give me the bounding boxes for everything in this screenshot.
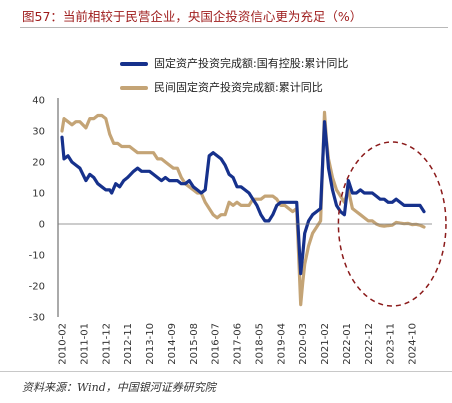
axes: -30 -20 -10 0 10 20 30 40 2010-02 2011-01 2011-12 2…	[29, 96, 432, 365]
plot-area	[60, 110, 447, 307]
x-tick-label: 2011-12	[101, 323, 112, 365]
series-line-0	[60, 120, 426, 276]
legend-label-private: 民间固定资产投资完成额:累计同比	[154, 81, 323, 94]
x-tick-label: 2018-05	[254, 323, 265, 365]
x-tick-label: 2016-07	[211, 323, 222, 365]
source-note: 资料来源：Wind，中国银河证券研究院	[22, 381, 216, 394]
x-tick-label: 2013-10	[145, 323, 156, 365]
line-chart: -30 -20 -10 0 10 20 30 40 2010-02 2011-01 2011-12 2…	[29, 96, 447, 365]
legend-swatch-soe	[120, 62, 148, 66]
figure-title: 图57：当前相较于民营企业，央国企投资信心更为充足（%）	[22, 9, 363, 24]
x-tick-label: 2021-02	[320, 323, 331, 365]
title-divider	[20, 27, 448, 28]
x-tick-label: 2017-06	[233, 323, 244, 365]
x-tick-label: 2012-11	[123, 323, 134, 365]
series-line-1	[60, 110, 426, 307]
source-divider	[0, 371, 452, 372]
y-tick-label: 40	[32, 96, 45, 107]
legend-label-soe: 固定资产投资完成额:国有控股:累计同比	[154, 57, 349, 70]
x-tick-label: 2015-08	[189, 323, 200, 365]
x-tick-label: 2020-03	[298, 323, 309, 365]
y-tick-label: -20	[29, 282, 45, 293]
highlight-ellipse	[337, 141, 447, 307]
x-tick-label: 2011-01	[79, 323, 90, 365]
x-tick-label: 2024-10	[408, 323, 419, 365]
x-tick-label: 2019-04	[276, 323, 287, 365]
x-tick-label: 2022-01	[342, 323, 353, 365]
x-tick-label: 2022-12	[364, 323, 375, 365]
y-tick-label: 0	[39, 220, 45, 231]
y-tick-label: 20	[32, 158, 45, 169]
y-tick-label: 30	[32, 127, 45, 138]
y-tick-label: -10	[29, 251, 45, 262]
x-tick-label: 2010-02	[58, 323, 69, 365]
x-tick-label: 2023-11	[386, 323, 397, 365]
y-tick-label: 10	[32, 189, 45, 200]
legend-swatch-private	[120, 86, 148, 90]
x-tick-label: 2014-09	[167, 323, 178, 365]
y-tick-label: -30	[29, 313, 45, 324]
